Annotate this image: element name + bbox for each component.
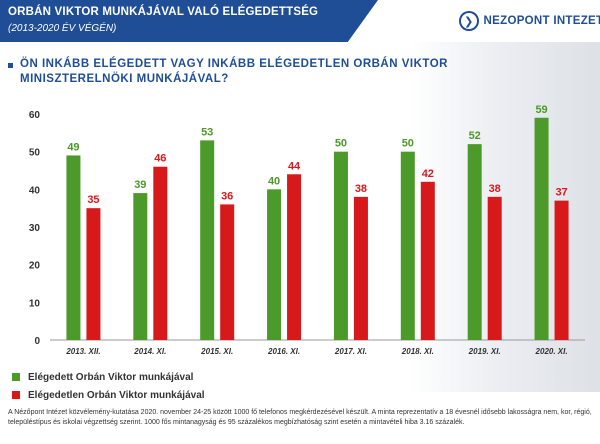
data-label-satisfied: 49 xyxy=(67,141,79,153)
y-tick-label: 50 xyxy=(29,148,41,159)
data-label-dissatisfied: 38 xyxy=(489,183,501,195)
y-tick-label: 10 xyxy=(29,298,41,309)
x-tick-label: 2019. XI. xyxy=(468,347,501,356)
nezopont-logo-icon: ❯ xyxy=(459,11,479,31)
data-label-satisfied: 50 xyxy=(402,138,414,150)
bar-satisfied xyxy=(534,117,549,341)
legend: Elégedett Orbán Viktor munkájával Eléged… xyxy=(12,368,205,404)
data-label-satisfied: 52 xyxy=(469,130,481,142)
logo-text: NÉZŐPONT INTÉZET xyxy=(483,15,600,27)
legend-item-satisfied: Elégedett Orbán Viktor munkájával xyxy=(12,368,205,386)
x-tick-label: 2015. XI. xyxy=(200,347,233,356)
legend-label-satisfied: Elégedett Orbán Viktor munkájával xyxy=(28,371,194,383)
x-tick-label: 2020. XI. xyxy=(535,347,568,356)
legend-item-dissatisfied: Elégedetlen Orbán Viktor munkájával xyxy=(12,386,205,404)
data-label-dissatisfied: 38 xyxy=(355,183,367,195)
bar-dissatisfied xyxy=(220,204,235,340)
legend-label-dissatisfied: Elégedetlen Orbán Viktor munkájával xyxy=(28,389,205,401)
y-tick-label: 0 xyxy=(34,336,40,347)
data-label-dissatisfied: 44 xyxy=(288,160,301,172)
data-label-satisfied: 59 xyxy=(535,104,547,116)
x-tick-label: 2018. XI. xyxy=(401,347,434,356)
data-label-satisfied: 50 xyxy=(335,138,347,150)
bar-satisfied xyxy=(333,151,348,340)
data-label-satisfied: 39 xyxy=(134,179,146,191)
x-tick-label: 2017. XI. xyxy=(334,347,367,356)
legend-swatch-satisfied xyxy=(12,373,20,381)
bar-dissatisfied xyxy=(554,200,569,340)
data-label-dissatisfied: 35 xyxy=(87,194,99,206)
chart-subtitle: (2013-2020 ÉV VÉGÉN) xyxy=(8,23,117,34)
data-label-satisfied: 40 xyxy=(268,175,280,187)
y-tick-label: 40 xyxy=(29,185,41,196)
brand-logo: ❯ NÉZŐPONT INTÉZET xyxy=(459,8,600,34)
bar-dissatisfied xyxy=(153,166,168,340)
data-label-satisfied: 53 xyxy=(201,126,213,138)
bar-satisfied xyxy=(267,189,282,340)
chart-title: ORBÁN VIKTOR MUNKÁJÁVAL VALÓ ELÉGEDETTSÉ… xyxy=(8,6,319,18)
survey-question: ÖN INKÁBB ELÉGEDETT VAGY INKÁBB ELÉGEDET… xyxy=(20,58,448,85)
bar-satisfied xyxy=(467,144,482,340)
bar-satisfied xyxy=(66,155,81,340)
data-label-dissatisfied: 46 xyxy=(154,153,166,165)
bar-dissatisfied xyxy=(287,174,302,340)
y-tick-label: 30 xyxy=(29,223,41,234)
question-bullet xyxy=(8,63,13,68)
title-banner: ORBÁN VIKTOR MUNKÁJÁVAL VALÓ ELÉGEDETTSÉ… xyxy=(0,0,378,42)
data-label-dissatisfied: 37 xyxy=(555,187,567,199)
bar-satisfied xyxy=(200,140,215,340)
data-label-dissatisfied: 36 xyxy=(221,190,233,202)
methodology-footnote: A Nézőpont Intézet közvélemény-kutatása … xyxy=(8,409,592,426)
legend-swatch-dissatisfied xyxy=(12,391,20,399)
y-tick-label: 20 xyxy=(29,261,41,272)
bar-dissatisfied xyxy=(420,181,435,340)
x-tick-label: 2014. XI. xyxy=(133,347,166,356)
bar-dissatisfied xyxy=(86,208,101,340)
data-label-dissatisfied: 42 xyxy=(422,168,434,180)
bar-satisfied xyxy=(133,193,148,340)
bar-dissatisfied xyxy=(487,196,502,340)
bar-dissatisfied xyxy=(353,196,368,340)
y-tick-label: 60 xyxy=(29,110,41,121)
x-tick-label: 2013. XII. xyxy=(65,347,100,356)
x-tick-label: 2016. XI. xyxy=(267,347,300,356)
bar-satisfied xyxy=(400,151,415,340)
